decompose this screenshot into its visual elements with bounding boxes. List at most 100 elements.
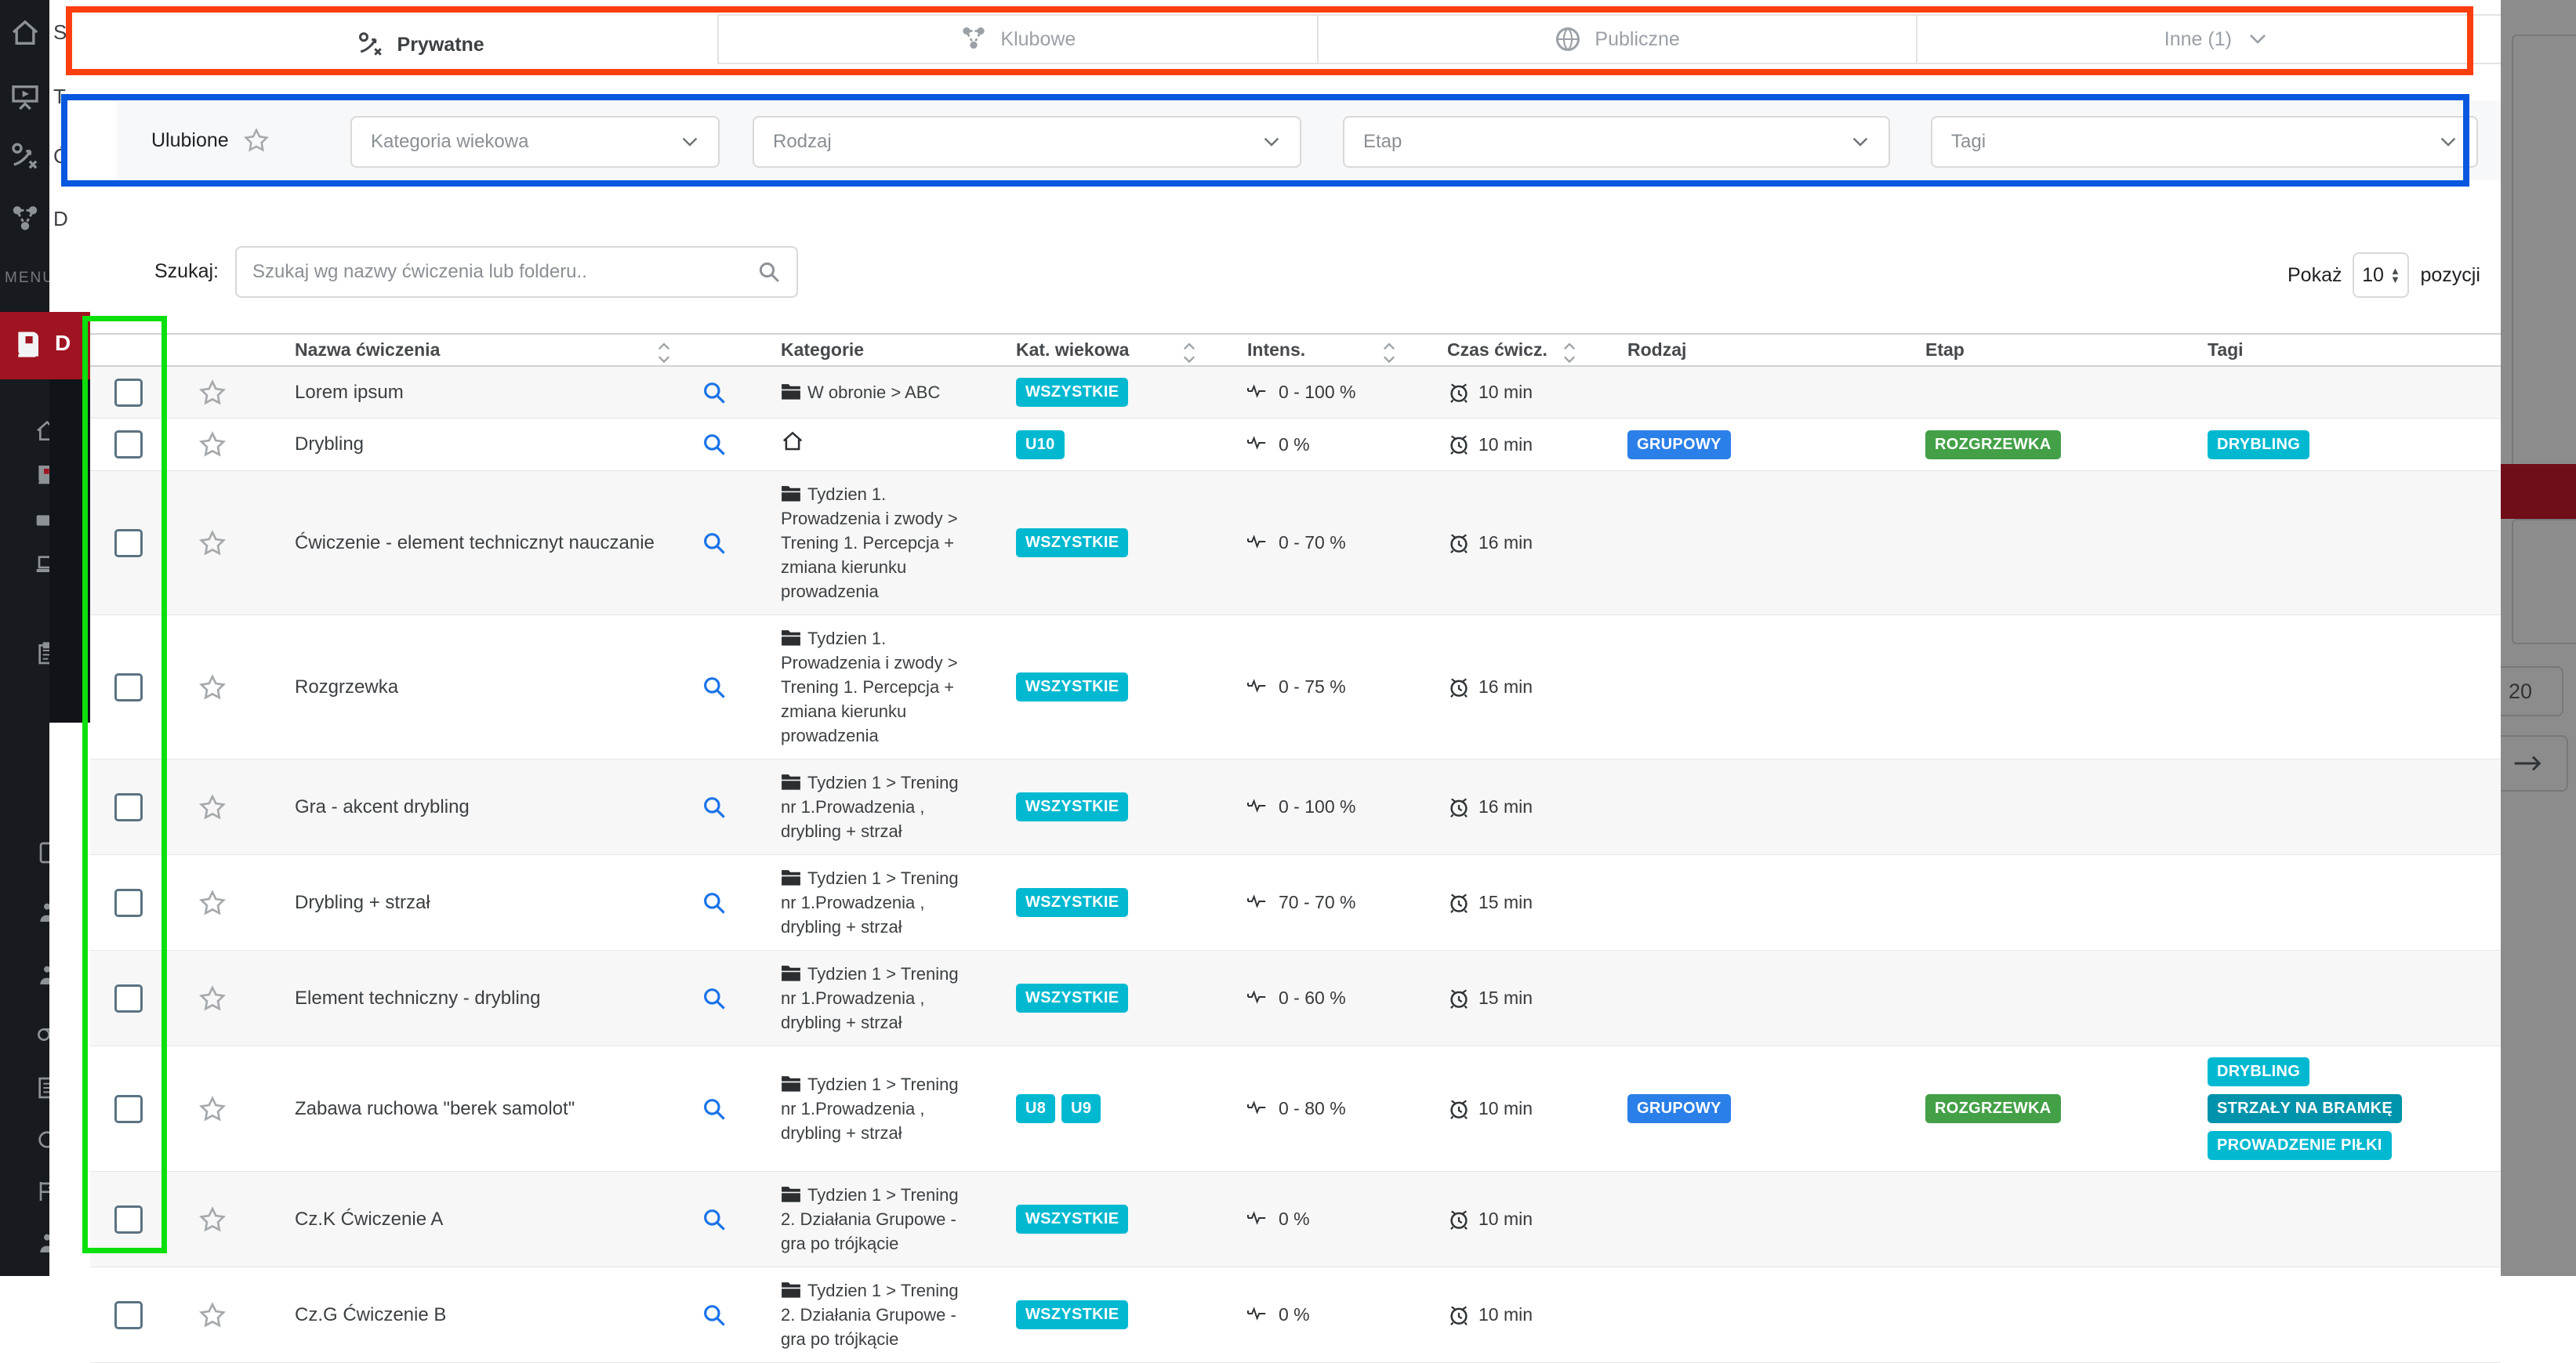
circle-icon: [34, 1127, 49, 1152]
intensity-value: 0 - 80 %: [1247, 1097, 1402, 1121]
row-checkbox[interactable]: [114, 888, 143, 917]
tab-inne-1[interactable]: Inne (1): [1915, 14, 2516, 64]
category-path-label: Tydzien 1 > Trening 2. Działania Grupowe…: [781, 1185, 959, 1253]
category-path-label: Tydzien 1. Prowadzenia i zwody > Trening…: [781, 484, 958, 601]
preview-magnifier-icon[interactable]: [702, 1097, 727, 1122]
category-path: Tydzien 1. Prowadzenia i zwody > Trening…: [743, 615, 978, 759]
favorites-toggle[interactable]: Ulubione: [151, 127, 270, 154]
intensity-value: 0 - 100 %: [1247, 381, 1402, 404]
exercise-name[interactable]: Rozgrzewka: [295, 676, 399, 698]
row-checkbox[interactable]: [114, 528, 143, 557]
age-category-badges: WSZYSTKIE: [1016, 1205, 1202, 1234]
preview-magnifier-icon[interactable]: [702, 795, 727, 820]
favorite-star-icon[interactable]: [198, 673, 227, 701]
badge-wszystkie: WSZYSTKIE: [1016, 1300, 1129, 1329]
chevron-down-icon: [1851, 132, 1870, 151]
preview-magnifier-icon[interactable]: [702, 531, 727, 556]
badge-rozgrzewka: ROZGRZEWKA: [1925, 430, 2061, 459]
backdrop-card: [2512, 519, 2576, 644]
favorite-star-icon[interactable]: [198, 430, 227, 459]
filter-select-rodzaj[interactable]: Rodzaj: [753, 116, 1301, 168]
row-checkbox[interactable]: [114, 1300, 143, 1329]
filter-select-kategoria-wiekowa[interactable]: Kategoria wiekowa: [350, 116, 720, 168]
page-size-stepper[interactable]: 10 ▲ ▼: [2353, 252, 2410, 298]
category-path-label: Tydzien 1 > Trening nr 1.Prowadzenia , d…: [781, 964, 959, 1032]
exercise-name[interactable]: Lorem ipsum: [295, 381, 404, 403]
column-header-name[interactable]: Nazwa ćwiczenia: [257, 335, 684, 365]
search-input[interactable]: [237, 261, 757, 283]
exercise-name[interactable]: Zabawa ruchowa "berek samolot": [295, 1097, 575, 1119]
preview-magnifier-icon[interactable]: [702, 432, 727, 457]
exercise-name[interactable]: Cz.G Ćwiczenie B: [295, 1303, 447, 1325]
favorite-star-icon[interactable]: [198, 1095, 227, 1123]
tablet-icon: [34, 840, 49, 865]
dimmed-page-backdrop: 20: [2501, 0, 2576, 1276]
favorite-star-icon[interactable]: [198, 793, 227, 821]
row-checkbox[interactable]: [114, 430, 143, 459]
tab-publiczne[interactable]: Publiczne: [1316, 14, 1917, 64]
age-category-badges: WSZYSTKIE: [1016, 888, 1202, 917]
arrow-right-icon[interactable]: [2501, 735, 2568, 792]
home-icon: [9, 17, 41, 49]
preview-magnifier-icon[interactable]: [702, 675, 727, 700]
favorite-star-icon[interactable]: [198, 529, 227, 557]
presentation-icon: [9, 82, 41, 113]
column-header-duration[interactable]: Czas ćwicz.: [1410, 335, 1590, 365]
pulse-icon: [1247, 1303, 1271, 1327]
column-header-rodzaj: Rodzaj: [1590, 335, 1888, 365]
preview-magnifier-icon[interactable]: [702, 986, 727, 1011]
tab-klubowe[interactable]: Klubowe: [717, 14, 1319, 64]
row-checkbox[interactable]: [114, 1205, 143, 1234]
badge-prowadzenie-piłki: PROWADZENIE PIŁKI: [2208, 1131, 2392, 1160]
duration-label: 15 min: [1478, 892, 1533, 912]
row-checkbox[interactable]: [114, 1094, 143, 1123]
preview-magnifier-icon[interactable]: [702, 380, 727, 405]
tab-prywatne[interactable]: Prywatne: [122, 14, 720, 75]
exercise-name[interactable]: Gra - akcent drybling: [295, 796, 470, 817]
book-icon: [13, 328, 47, 362]
duration-label: 10 min: [1478, 382, 1533, 402]
preview-magnifier-icon[interactable]: [702, 890, 727, 915]
exercise-name[interactable]: Ćwiczenie - element technicznyt nauczani…: [295, 531, 655, 553]
pulse-icon: [1247, 381, 1271, 404]
clock-icon: [1447, 1097, 1471, 1121]
exercise-library-panel: Prywatne Klubowe Publiczne Inne (1) Ulubion…: [49, 0, 2517, 1363]
column-header-age[interactable]: Kat. wiekowa: [978, 335, 1210, 365]
tab-label: Inne (1): [2164, 27, 2232, 50]
pulse-icon: [1247, 531, 1271, 555]
column-header-tags: Tagi: [2170, 335, 2501, 365]
filter-select-etap[interactable]: Etap: [1343, 116, 1890, 168]
sidebar-item-active[interactable]: D: [0, 312, 90, 379]
preview-magnifier-icon[interactable]: [702, 1207, 727, 1232]
select-placeholder: Rodzaj: [773, 131, 832, 152]
column-header-label: Czas ćwicz.: [1447, 339, 1547, 360]
sidebar-item-label: D: [53, 207, 68, 230]
column-header-empty: [684, 339, 743, 361]
preview-magnifier-icon[interactable]: [702, 1303, 727, 1328]
row-checkbox[interactable]: [114, 672, 143, 701]
stepper-arrows-icon[interactable]: ▲ ▼: [2389, 265, 2400, 285]
category-path-label: Tydzien 1 > Trening 2. Działania Grupowe…: [781, 1281, 959, 1349]
exercise-name[interactable]: Element techniczny - drybling: [295, 987, 541, 1009]
exercise-name[interactable]: Drybling: [295, 433, 365, 455]
column-header-label: Intens.: [1247, 339, 1306, 360]
sidebar-item-label: T: [53, 85, 66, 108]
exercise-name[interactable]: Cz.K Ćwiczenie A: [295, 1208, 444, 1230]
sort-arrows-icon: [1381, 340, 1397, 363]
table-row: Gra - akcent drybling Tydzien 1 > Trening…: [90, 759, 2501, 855]
row-checkbox[interactable]: [114, 792, 143, 821]
star-icon[interactable]: [243, 127, 270, 154]
folder-icon: [781, 1185, 801, 1202]
row-checkbox[interactable]: [114, 378, 143, 407]
intensity-label: 70 - 70 %: [1279, 892, 1356, 912]
filter-select-tagi[interactable]: Tagi: [1931, 116, 2478, 168]
favorite-star-icon[interactable]: [198, 984, 227, 1013]
exercise-name[interactable]: Drybling + strzał: [295, 891, 430, 913]
favorite-star-icon[interactable]: [198, 1301, 227, 1329]
search-icon[interactable]: [757, 260, 781, 284]
favorite-star-icon[interactable]: [198, 1205, 227, 1234]
row-checkbox[interactable]: [114, 984, 143, 1013]
column-header-intensity[interactable]: Intens.: [1210, 335, 1410, 365]
favorite-star-icon[interactable]: [198, 379, 227, 407]
favorite-star-icon[interactable]: [198, 889, 227, 917]
